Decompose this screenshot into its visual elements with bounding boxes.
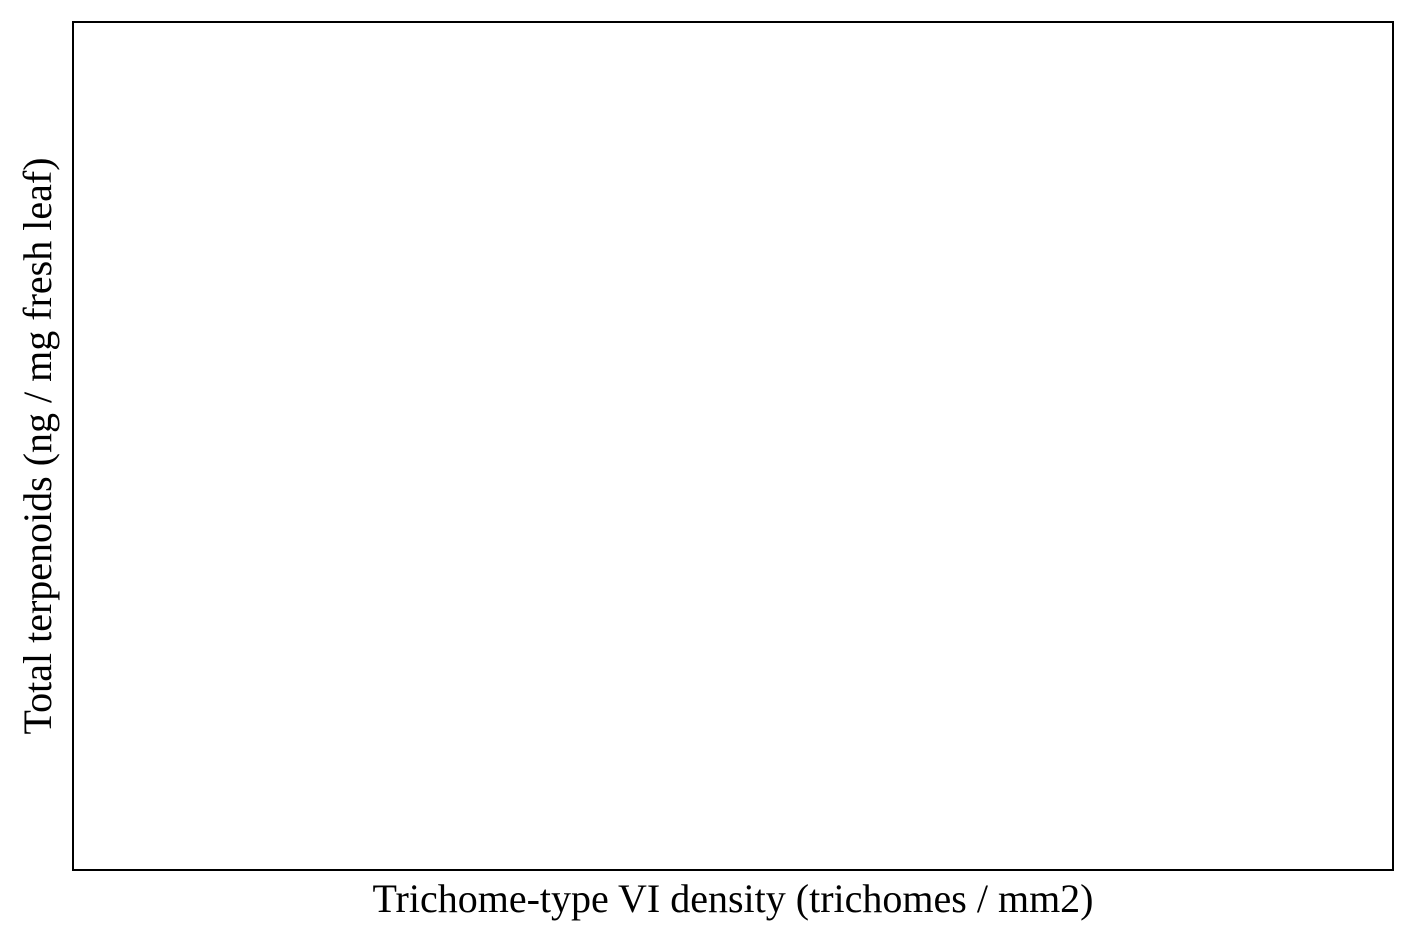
- y-axis-label: Total terpenoids (ng / mg fresh leaf): [15, 157, 60, 734]
- plot-area-frame: [72, 21, 1394, 871]
- x-axis-label: Trichome-type VI density (trichomes / mm…: [372, 876, 1093, 921]
